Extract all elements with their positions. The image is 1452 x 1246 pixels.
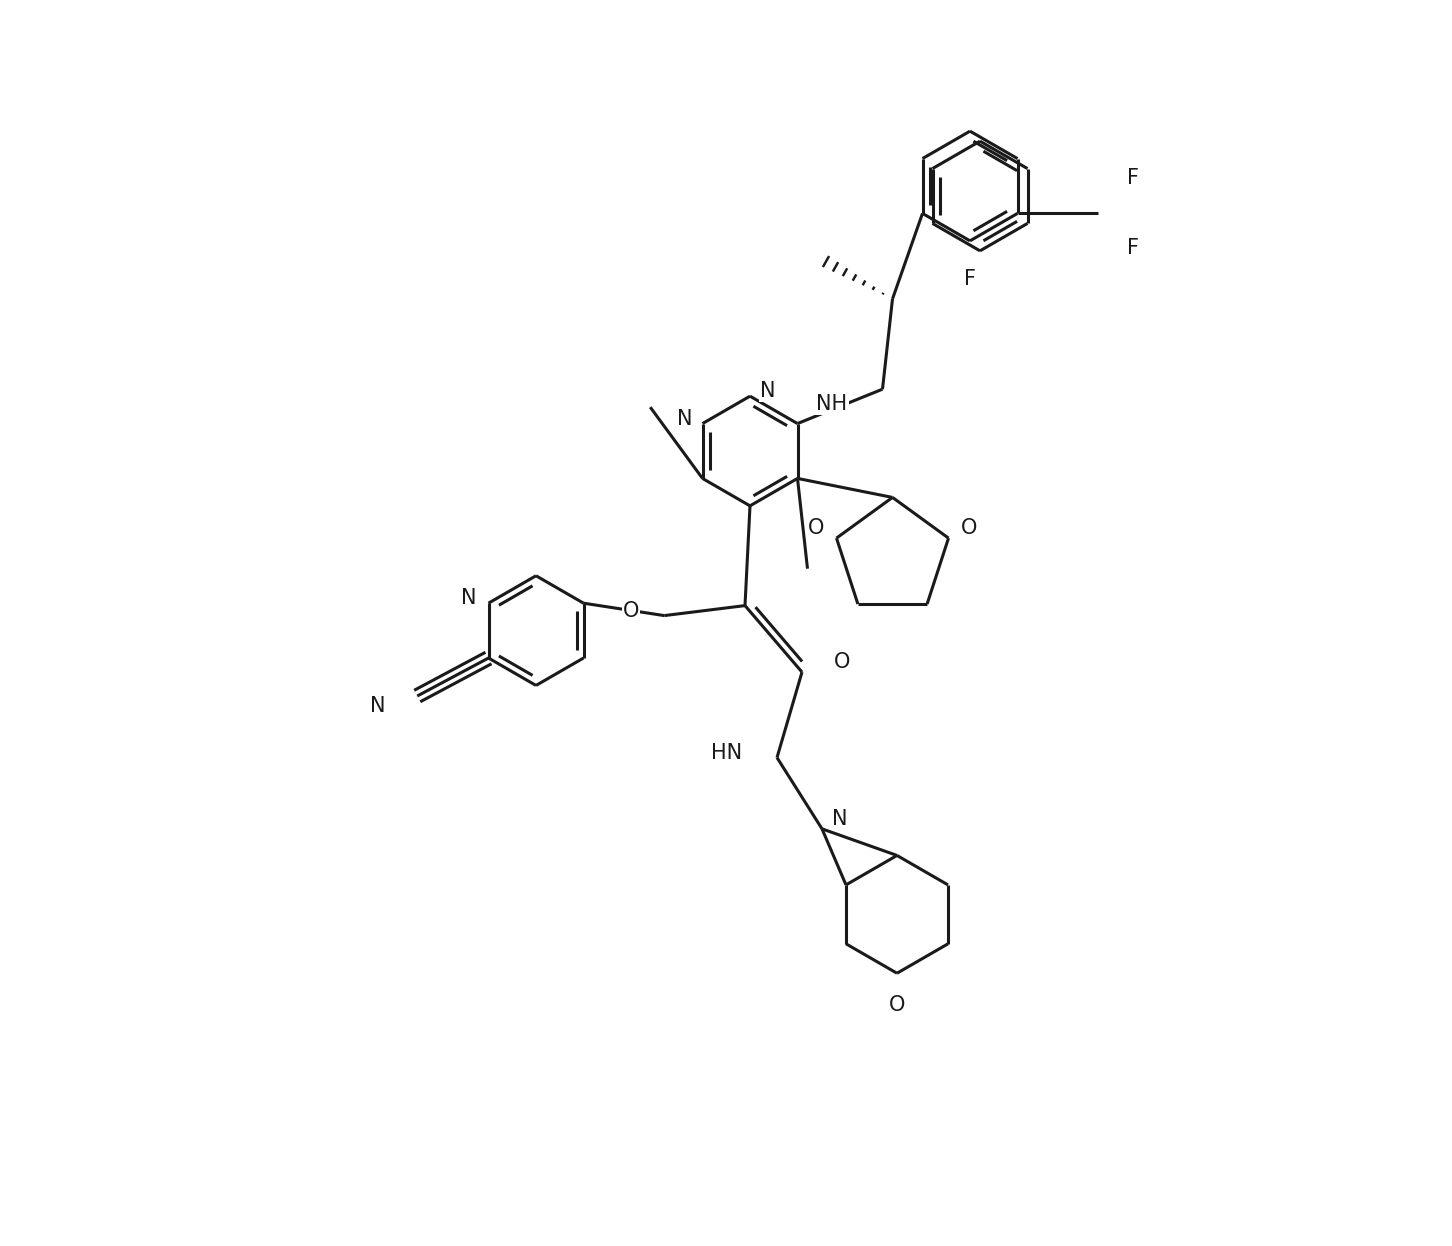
Text: F: F <box>964 269 976 289</box>
Text: NH: NH <box>816 394 848 414</box>
Text: N: N <box>759 381 775 401</box>
Text: O: O <box>833 652 851 672</box>
Text: N: N <box>832 809 848 829</box>
Text: F: F <box>1127 168 1140 188</box>
Text: N: N <box>460 588 476 608</box>
Text: O: O <box>623 601 639 621</box>
Text: F: F <box>1127 238 1140 258</box>
Text: O: O <box>961 518 977 538</box>
Text: O: O <box>809 518 825 538</box>
Text: HN: HN <box>711 743 742 763</box>
Text: N: N <box>370 697 385 716</box>
Text: O: O <box>889 996 905 1015</box>
Text: N: N <box>677 409 693 429</box>
